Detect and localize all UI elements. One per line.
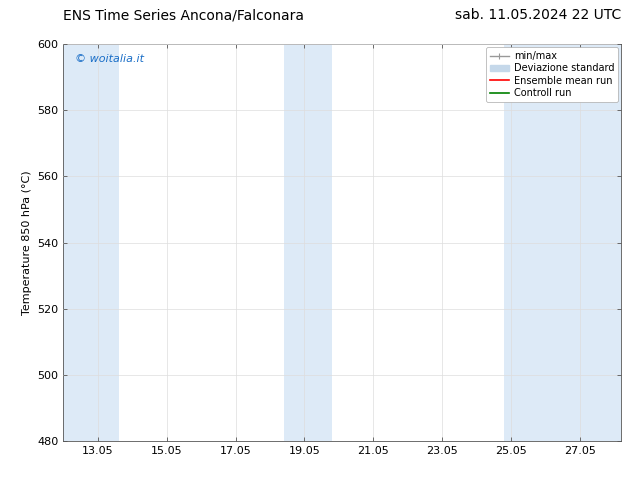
Text: ENS Time Series Ancona/Falconara: ENS Time Series Ancona/Falconara: [63, 8, 304, 22]
Bar: [284, 44, 332, 441]
Bar: [504, 44, 621, 441]
Text: © woitalia.it: © woitalia.it: [75, 54, 143, 64]
Bar: [63, 44, 119, 441]
Legend: min/max, Deviazione standard, Ensemble mean run, Controll run: min/max, Deviazione standard, Ensemble m…: [486, 47, 618, 102]
Y-axis label: Temperature 850 hPa (°C): Temperature 850 hPa (°C): [22, 170, 32, 315]
Text: sab. 11.05.2024 22 UTC: sab. 11.05.2024 22 UTC: [455, 8, 621, 22]
